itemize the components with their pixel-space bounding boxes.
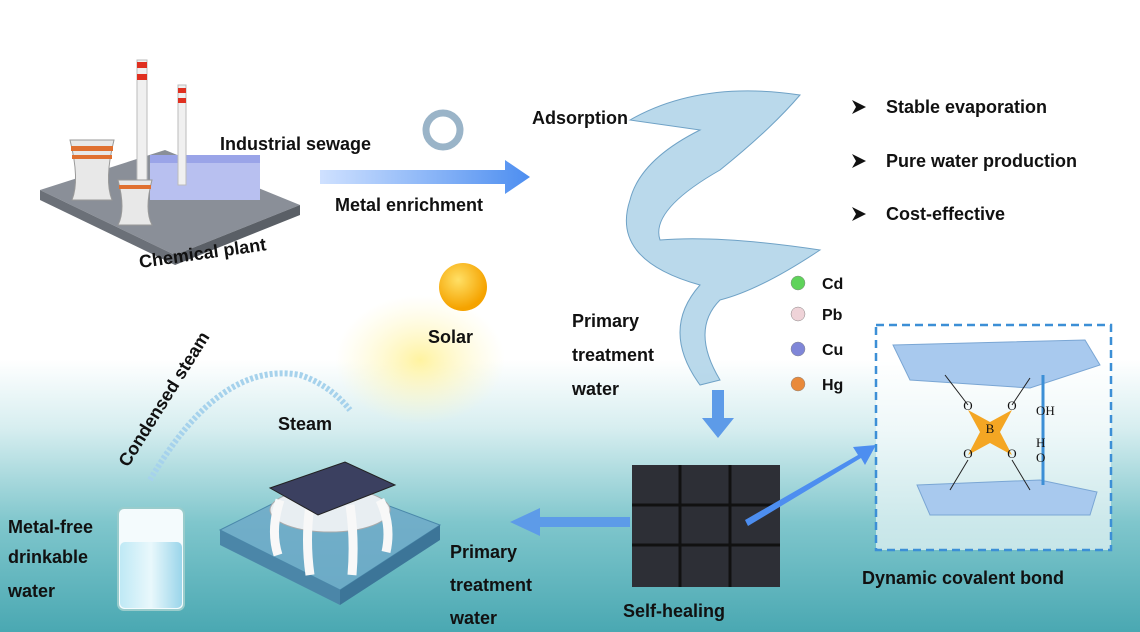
legend-swatch: [790, 376, 806, 392]
oxygen-label: O: [963, 446, 972, 461]
legend-label: Pb: [822, 307, 843, 324]
primary-water-label: water: [449, 608, 497, 628]
oxygen-label: O: [1007, 446, 1016, 461]
arrow-label-top: Industrial sewage: [220, 134, 371, 154]
hydroxyl-label: OH: [1036, 403, 1055, 418]
legend-swatch: [790, 341, 806, 357]
left-arrow: [510, 508, 630, 536]
arrow-label-bottom: Metal enrichment: [335, 195, 483, 215]
drinkable-label: Metal-free: [8, 517, 93, 537]
steam-stream: [147, 370, 353, 482]
legend-label: Hg: [822, 377, 843, 394]
glass: [117, 507, 185, 611]
self-healing-label: Self-healing: [623, 601, 725, 621]
bond-illustration: [892, 339, 1101, 516]
primary-water-label: Primary: [450, 542, 517, 562]
legend-label: Cu: [822, 342, 843, 359]
primary-water-label: treatment: [450, 575, 532, 595]
adsorbent-ring: [422, 109, 464, 151]
drinkable-label: water: [7, 581, 55, 601]
primary-water-label: water: [571, 379, 619, 399]
advantage: Cost-effective: [886, 204, 1005, 224]
primary-water-label: treatment: [572, 345, 654, 365]
hydrogen-label: H: [1036, 435, 1045, 450]
drinkable-label: drinkable: [8, 547, 88, 567]
zoom-arrow: [745, 445, 876, 526]
legend-swatch: [790, 306, 806, 322]
sun: [439, 263, 487, 311]
advantage: Pure water production: [886, 151, 1077, 171]
sewage-arrow: [320, 160, 530, 194]
solar-label: Solar: [428, 327, 473, 347]
adsorption-label: Adsorption: [532, 108, 628, 128]
advantage: Stable evaporation: [886, 97, 1047, 117]
water-splash: [625, 90, 822, 386]
sun-glow: [335, 295, 505, 425]
primary-water-label: Primary: [572, 311, 639, 331]
down-arrow: [702, 390, 734, 438]
legend: Cd Pb Cu Hg: [790, 275, 843, 394]
evaporator: [218, 461, 442, 605]
chemical-plant-illustration: [40, 59, 300, 265]
boron-label: B: [986, 421, 995, 436]
oxygen-label: O: [1036, 450, 1045, 465]
legend-swatch: [790, 275, 806, 291]
legend-label: Cd: [822, 276, 843, 293]
oxygen-label: O: [1007, 398, 1016, 413]
advantage-bullets: [852, 100, 866, 221]
bond-label: Dynamic covalent bond: [862, 568, 1064, 588]
steam-label: Steam: [278, 414, 332, 434]
oxygen-label: O: [963, 398, 972, 413]
self-healing-material: [632, 465, 780, 587]
